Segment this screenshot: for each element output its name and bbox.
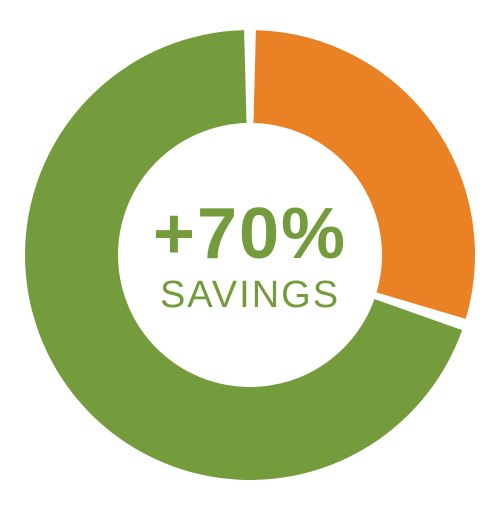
donut-center-main: +70% bbox=[153, 198, 347, 270]
savings-donut-chart: +70% SAVINGS bbox=[0, 0, 500, 511]
donut-center-sub: SAVINGS bbox=[153, 276, 347, 314]
donut-center-label: +70% SAVINGS bbox=[153, 198, 347, 314]
